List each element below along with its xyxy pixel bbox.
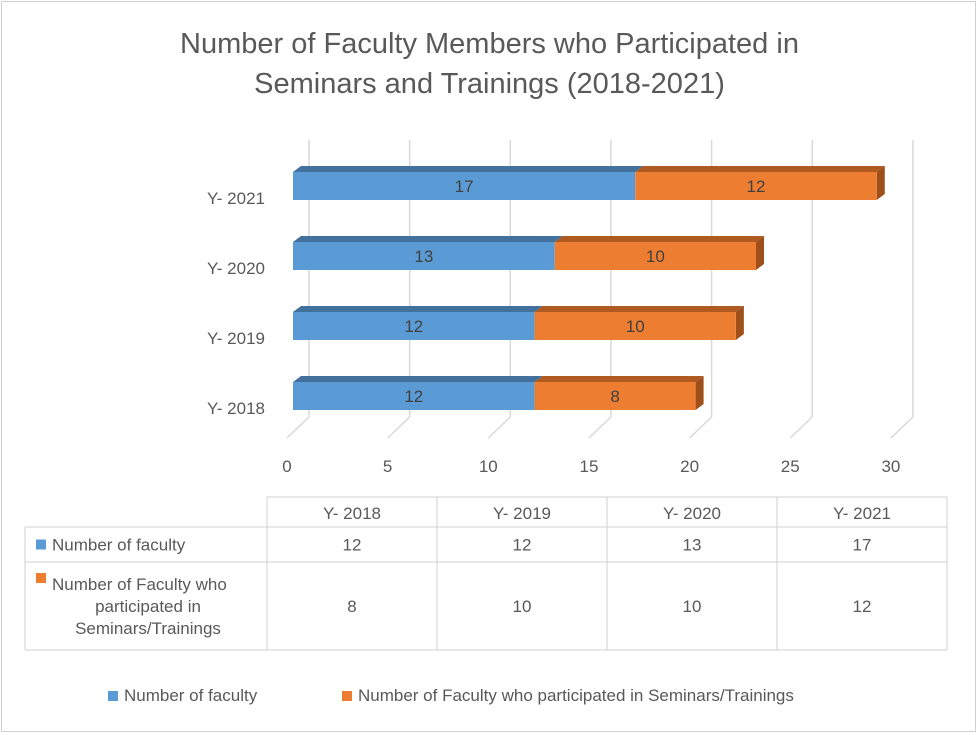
data-label: 12 <box>404 387 423 406</box>
bar-top <box>635 166 885 172</box>
table-cell: 10 <box>683 597 702 616</box>
bar-top <box>293 166 644 172</box>
data-label: 12 <box>747 177 766 196</box>
data-label: 12 <box>404 317 423 336</box>
table-row-label: Number of faculty <box>52 536 186 555</box>
data-label: 10 <box>646 247 665 266</box>
x-tick-label: 5 <box>383 457 392 476</box>
data-label: 8 <box>610 387 619 406</box>
gridline-floor <box>789 416 813 439</box>
legend-label: Number of Faculty who participated in Se… <box>358 686 794 705</box>
legend-swatch-blue <box>108 691 118 701</box>
bar-side <box>876 166 885 200</box>
table-header: Y- 2020 <box>663 504 721 523</box>
bar-side <box>755 236 764 270</box>
bar-top <box>534 376 704 382</box>
y-tick-label: Y- 2020 <box>207 259 265 278</box>
bar <box>293 312 535 340</box>
x-tick-label: 30 <box>881 457 900 476</box>
chart-title-line: Seminars and Trainings (2018-2021) <box>254 68 725 100</box>
table-cell: 12 <box>513 536 532 555</box>
bar <box>293 242 555 270</box>
bar-side <box>735 306 744 340</box>
legend-swatch-orange <box>342 691 352 701</box>
bar <box>554 242 756 270</box>
x-tick-label: 20 <box>680 457 699 476</box>
table-legend-swatch <box>36 573 46 583</box>
legend-item-faculty: Number of faculty <box>108 686 257 706</box>
bar-top <box>293 236 563 242</box>
y-tick-label: Y- 2021 <box>207 189 265 208</box>
table-legend-swatch <box>36 539 46 550</box>
legend-label: Number of faculty <box>124 686 258 705</box>
table-cell: 12 <box>343 536 362 555</box>
y-tick-label: Y- 2019 <box>207 329 265 348</box>
chart-title: Number of Faculty Members who Participat… <box>0 24 979 104</box>
table-cell: 12 <box>853 597 872 616</box>
bar <box>293 172 636 200</box>
table-cell: 10 <box>513 597 532 616</box>
x-tick-label: 25 <box>781 457 800 476</box>
x-tick-label: 15 <box>579 457 598 476</box>
chart-title-line: Number of Faculty Members who Participat… <box>180 28 799 60</box>
data-label: 13 <box>414 247 433 266</box>
gridline-floor <box>689 416 713 439</box>
x-tick-label: 0 <box>282 457 291 476</box>
bar <box>293 382 535 410</box>
y-tick-label: Y- 2018 <box>207 399 265 418</box>
x-tick-label: 10 <box>479 457 498 476</box>
bar <box>534 382 696 410</box>
table-cell: 17 <box>853 536 872 555</box>
table-cell: 13 <box>683 536 702 555</box>
bar-top <box>534 306 744 312</box>
bar <box>534 312 736 340</box>
table-header: Y- 2019 <box>493 504 551 523</box>
bar-top <box>554 236 764 242</box>
table-cell: 8 <box>347 597 356 616</box>
bar-top <box>293 376 543 382</box>
gridline-floor <box>588 416 612 439</box>
gridline-floor <box>890 416 914 439</box>
data-label: 10 <box>626 317 645 336</box>
table-row-label: Number of Faculty who <box>52 575 227 594</box>
bar-side <box>695 376 704 410</box>
gridline-floor <box>387 416 411 439</box>
legend-item-participated: Number of Faculty who participated in Se… <box>342 686 794 706</box>
data-label: 17 <box>455 177 474 196</box>
bar <box>635 172 877 200</box>
table-row-label: Seminars/Trainings <box>75 619 221 638</box>
gridline-floor <box>487 416 511 439</box>
table-header: Y- 2018 <box>323 504 381 523</box>
bar-top <box>293 306 543 312</box>
gridline-floor <box>286 416 310 439</box>
table-row-label: participated in <box>95 597 201 616</box>
table-header: Y- 2021 <box>833 504 891 523</box>
